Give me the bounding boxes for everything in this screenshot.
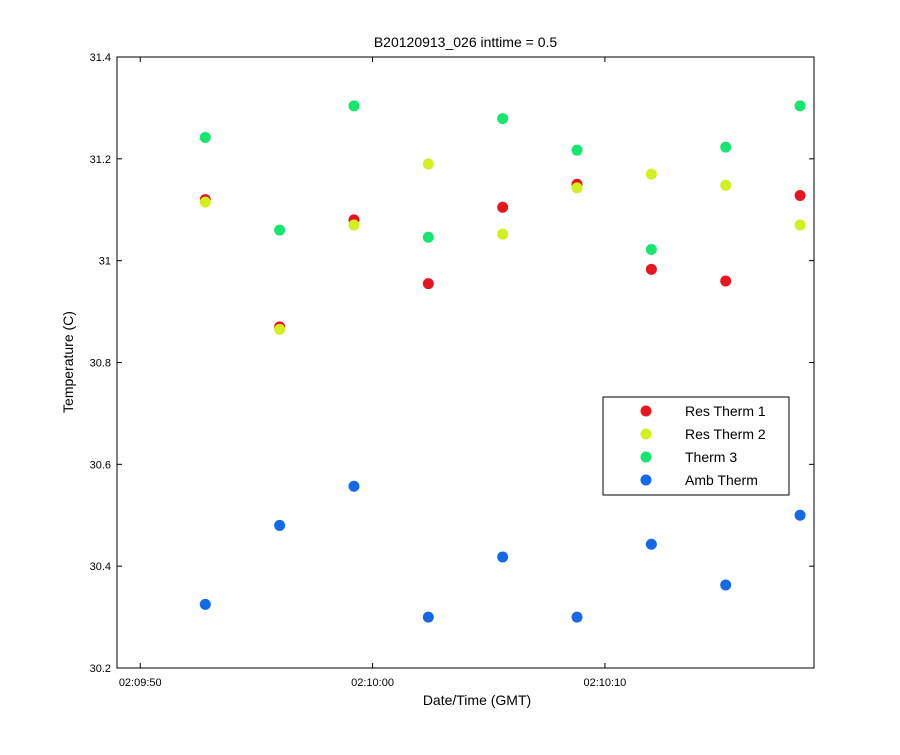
y-axis-title: Temperature (C) [60,311,76,413]
data-point [348,100,360,112]
data-point [497,113,509,125]
data-point [497,201,509,213]
data-point [274,323,286,335]
legend-marker [640,474,652,486]
data-point [199,196,211,208]
data-point [571,182,583,194]
data-point [497,228,509,240]
data-point [794,189,806,201]
data-point [422,158,434,170]
y-tick-label: 31 [99,256,111,268]
data-point [422,231,434,243]
y-tick-label: 31.2 [90,154,111,166]
legend: Res Therm 1 Res Therm 2 Therm 3 Amb Therm [602,396,790,496]
data-point [720,275,732,287]
series-res-therm-2 [199,158,806,335]
y-tick-label: 30.6 [90,459,111,471]
axis-ticks: 30.2 30.4 30.6 30.8 31 31.2 31.4 02:09:50 02:10:… [90,52,814,689]
data-point [348,480,360,492]
plot-area [116,56,815,669]
data-point [794,509,806,521]
data-point [794,100,806,112]
data-point [645,168,657,180]
legend-label: Amb Therm [685,472,758,488]
data-point [720,579,732,591]
data-point [571,611,583,623]
data-points [199,100,806,623]
y-tick-label: 30.8 [90,358,111,370]
data-point [645,243,657,255]
y-tick-label: 31.4 [90,52,111,64]
legend-label: Res Therm 2 [685,426,766,442]
data-point [422,611,434,623]
data-point [645,538,657,550]
x-tick-label: 02:09:50 [119,677,162,689]
data-point [571,144,583,156]
data-point [794,219,806,231]
data-point [645,263,657,275]
data-point [199,131,211,143]
data-point [497,551,509,563]
data-point [274,519,286,531]
legend-marker [640,451,652,463]
series-therm-3 [199,100,806,255]
x-tick-label: 02:10:00 [351,677,394,689]
x-axis-title: Date/Time (GMT) [423,692,531,708]
data-point [422,278,434,290]
series-amb-therm [199,480,806,623]
y-tick-label: 30.2 [90,663,111,675]
y-tick-label: 30.4 [90,561,111,573]
data-point [348,219,360,231]
x-tick-label: 02:10:10 [583,677,626,689]
legend-marker [640,405,652,417]
legend-box [602,396,790,496]
legend-marker [640,428,652,440]
legend-label: Therm 3 [685,449,737,465]
data-point [199,598,211,610]
chart-title: B20120913_026 inttime = 0.5 [374,34,558,50]
legend-label: Res Therm 1 [685,403,766,419]
data-point [720,179,732,191]
data-point [720,141,732,153]
data-point [274,224,286,236]
